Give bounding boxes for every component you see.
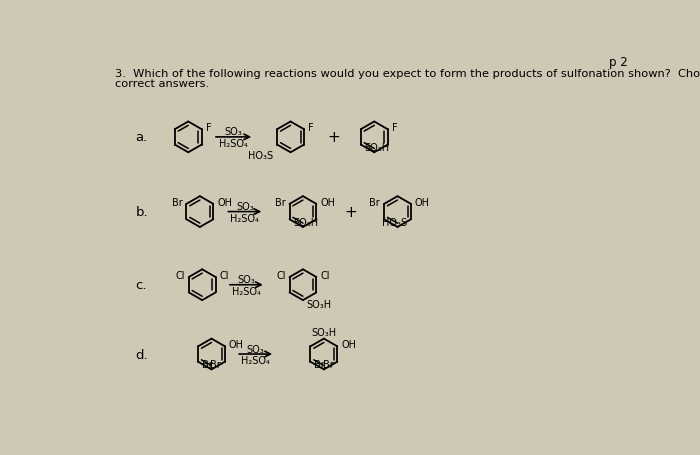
- Text: Cl: Cl: [276, 270, 286, 280]
- Text: Br: Br: [210, 359, 221, 369]
- Text: H₂SO₄: H₂SO₄: [230, 213, 259, 223]
- Text: SO₃: SO₃: [247, 344, 265, 354]
- Text: c.: c.: [136, 278, 147, 292]
- Text: SO₃H: SO₃H: [293, 217, 319, 227]
- Text: 3.  Which of the following reactions would you expect to form the products of su: 3. Which of the following reactions woul…: [115, 68, 700, 78]
- Text: H₂SO₄: H₂SO₄: [219, 139, 248, 149]
- Text: F: F: [206, 122, 211, 132]
- Text: SO₃H: SO₃H: [307, 299, 332, 309]
- Text: b.: b.: [136, 206, 148, 218]
- Text: SO₃H: SO₃H: [365, 142, 390, 152]
- Text: Cl: Cl: [320, 270, 330, 280]
- Text: Br: Br: [370, 197, 380, 207]
- Text: +: +: [328, 130, 340, 145]
- Text: Br: Br: [314, 359, 325, 369]
- Text: OH: OH: [320, 197, 335, 207]
- Text: HO₃S: HO₃S: [248, 150, 274, 160]
- Text: OH: OH: [229, 339, 244, 349]
- Text: F: F: [308, 122, 314, 132]
- Text: d.: d.: [136, 348, 148, 361]
- Text: Cl: Cl: [220, 270, 229, 280]
- Text: a.: a.: [136, 131, 148, 144]
- Text: Br: Br: [172, 197, 183, 207]
- Text: SO₃: SO₃: [225, 127, 242, 137]
- Text: H₂SO₄: H₂SO₄: [241, 355, 270, 365]
- Text: OH: OH: [415, 197, 430, 207]
- Text: Br: Br: [323, 359, 333, 369]
- Text: Br: Br: [275, 197, 286, 207]
- Text: Cl: Cl: [176, 270, 185, 280]
- Text: HO₃S: HO₃S: [382, 217, 407, 227]
- Text: +: +: [344, 205, 358, 220]
- Text: SO₃: SO₃: [237, 275, 256, 285]
- Text: SO₃H: SO₃H: [312, 328, 337, 338]
- Text: OH: OH: [341, 339, 356, 349]
- Text: p 2: p 2: [609, 56, 628, 69]
- Text: F: F: [391, 122, 397, 132]
- Text: OH: OH: [217, 197, 232, 207]
- Text: Br: Br: [202, 359, 213, 369]
- Text: H₂SO₄: H₂SO₄: [232, 286, 261, 296]
- Text: SO₃: SO₃: [236, 202, 253, 212]
- Text: correct answers.: correct answers.: [115, 79, 209, 89]
